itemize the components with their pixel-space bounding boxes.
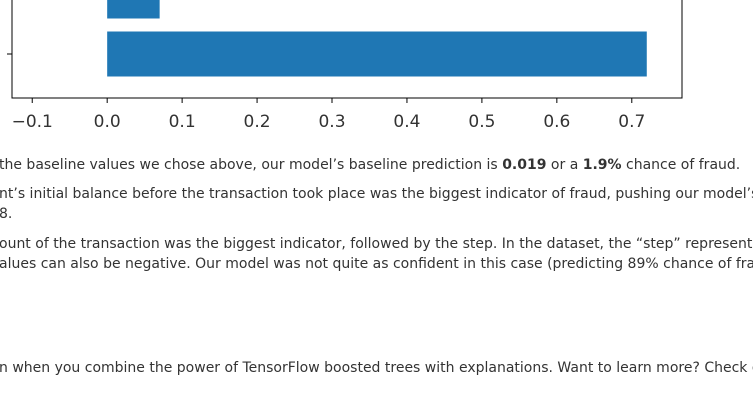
text: the baseline values we chose above, our … — [0, 157, 503, 173]
x-tick-label: −0.1 — [12, 112, 53, 132]
text: chance of fraud. — [621, 157, 741, 173]
text: or a — [546, 157, 583, 173]
text: nt’s initial balance before the transact… — [0, 186, 753, 202]
bold-text: 1.9% — [582, 157, 622, 173]
x-tick-label: 0.3 — [318, 112, 345, 132]
x-tick-label: 0.4 — [393, 112, 420, 132]
text-line: nt’s initial balance before the transact… — [0, 184, 753, 204]
text: 8. — [0, 206, 13, 222]
text: ount of the transaction was the biggest … — [0, 236, 753, 252]
x-tick-label: 0.6 — [543, 112, 570, 132]
text-line: ount of the transaction was the biggest … — [0, 234, 753, 254]
x-tick-label: 0.1 — [169, 112, 196, 132]
axes-frame — [11, 0, 683, 99]
chart: −0.1 0.0 0.1 0.2 0.3 0.4 0.5 0.6 0.7 — [7, 0, 683, 132]
bold-text: 0.019 — [502, 157, 547, 173]
text: alues can also be negative. Our model wa… — [0, 256, 753, 272]
text-line: 8. — [0, 204, 12, 224]
x-tick-label: 0.7 — [618, 112, 645, 132]
x-tick-label: 0.5 — [468, 112, 495, 132]
text-line: n when you combine the power of TensorFl… — [0, 358, 753, 378]
x-tick-label: 0.0 — [94, 112, 121, 132]
text: n when you combine the power of TensorFl… — [0, 360, 753, 376]
text-line: the baseline values we chose above, our … — [0, 155, 740, 175]
x-tick-label: 0.2 — [244, 112, 271, 132]
bar — [107, 31, 647, 77]
bar — [107, 0, 160, 19]
text-line: alues can also be negative. Our model wa… — [0, 254, 753, 274]
